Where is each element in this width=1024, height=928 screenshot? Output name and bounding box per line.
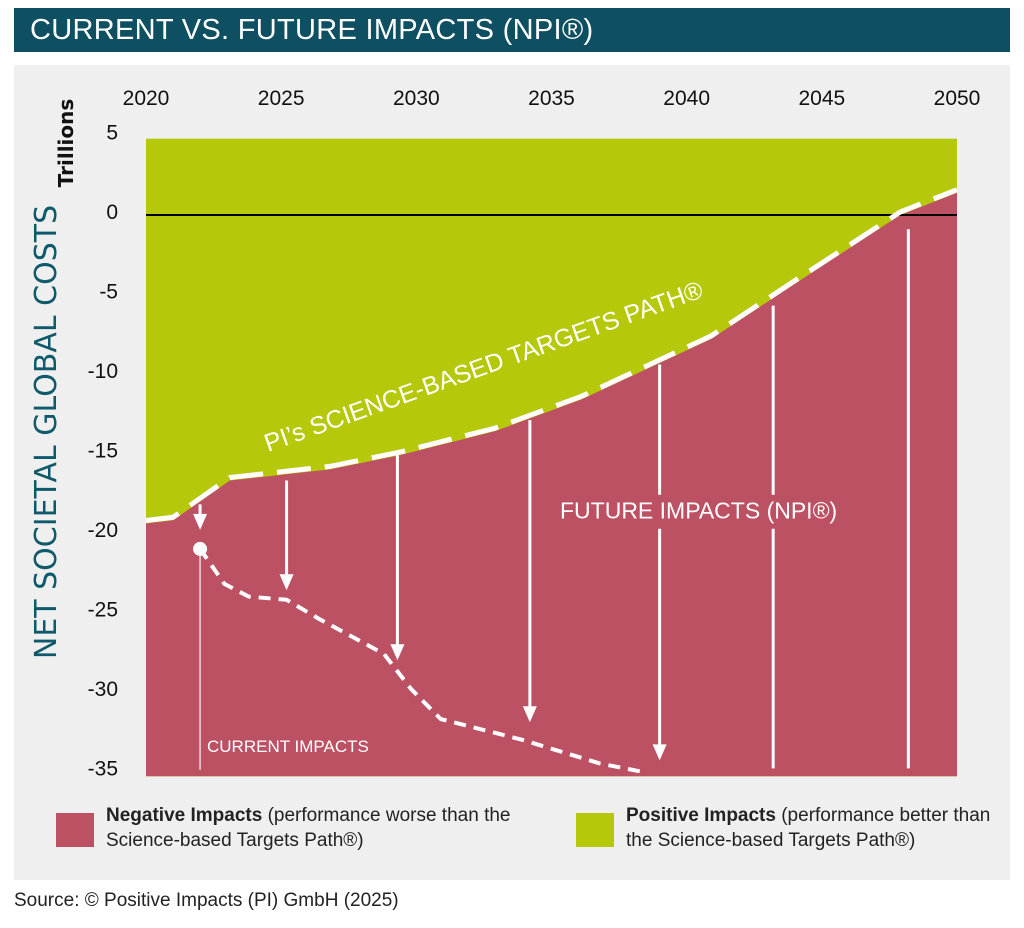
y-tick-label: -5 <box>99 281 118 304</box>
y-axis-title: NET SOCIETAL GLOBAL COSTS <box>29 205 64 659</box>
y-tick-label: 5 <box>106 122 118 145</box>
legend-swatch-positive <box>576 813 614 847</box>
x-tick-label: 2045 <box>798 87 845 110</box>
legend-negative-text: (performance worse than the Science-base… <box>106 805 511 851</box>
x-tick-label: 2040 <box>663 87 710 110</box>
arrowhead-0 <box>193 513 208 530</box>
legend-negative: Negative Impacts (performance worse than… <box>56 803 546 853</box>
arrowhead-2 <box>390 644 405 661</box>
x-tick-label: 2020 <box>123 87 170 110</box>
x-tick-label: 2050 <box>934 87 981 110</box>
science-path-line <box>145 187 958 523</box>
negative-impacts-area <box>146 192 957 777</box>
arrowhead-1 <box>279 574 294 591</box>
y-axis-unit: Trillions <box>54 99 78 188</box>
future-impacts-label: FUTURE IMPACTS (NPI®) <box>560 498 837 524</box>
y-tick-label: -10 <box>88 360 118 383</box>
y-tick-label: -25 <box>88 599 118 622</box>
y-tick-label: 0 <box>106 201 118 224</box>
current-impacts-line <box>198 547 642 774</box>
x-tick-label: 2030 <box>393 87 440 110</box>
x-tick-label: 2035 <box>528 87 575 110</box>
chart-title: CURRENT VS. FUTURE IMPACTS (NPI®) <box>14 8 1010 52</box>
legend-swatch-negative <box>56 813 94 847</box>
x-tick-label: 2025 <box>258 87 305 110</box>
legend-negative-bold: Negative Impacts <box>106 805 263 826</box>
current-impacts-label: CURRENT IMPACTS <box>207 737 369 756</box>
y-tick-label: -35 <box>88 758 118 781</box>
arrowhead-3 <box>522 706 537 723</box>
arrowhead-4 <box>652 744 667 761</box>
y-tick-label: -15 <box>88 440 118 463</box>
legend-positive-text: (performance better than the Science-bas… <box>626 805 991 851</box>
legend-positive-bold: Positive Impacts <box>626 805 776 826</box>
source-note: Source: © Positive Impacts (PI) GmbH (20… <box>14 890 399 911</box>
legend-positive: Positive Impacts (performance better tha… <box>576 803 1006 853</box>
current-impacts-point <box>193 541 208 556</box>
y-tick-label: -30 <box>88 678 118 701</box>
y-tick-label: -20 <box>88 519 118 542</box>
